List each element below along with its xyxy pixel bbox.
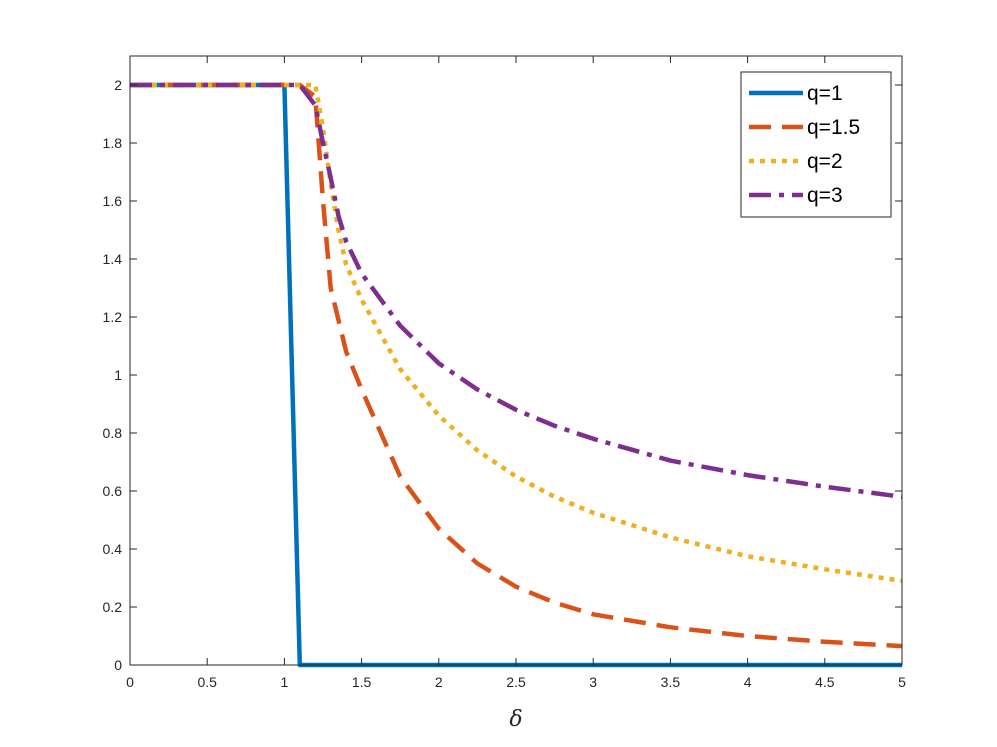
- x-tick-label: 4: [744, 674, 752, 690]
- y-tick-label: 1.6: [103, 193, 123, 209]
- x-tick-label: 5: [898, 674, 906, 690]
- series-line-4: [130, 82, 903, 500]
- y-tick-label: 0.6: [103, 483, 123, 499]
- y-tick-label: 0.4: [103, 541, 123, 557]
- ticks-layer: 0 0.5 1 1.5 2 2.5 3 3.5 4 4.5 5 0 0.2 0.4 0.6 0.8 1 1.2 1.…: [103, 56, 906, 690]
- legend-label-3: q=2: [807, 150, 843, 173]
- x-tick-label: 1.5: [352, 674, 372, 690]
- x-tick-label: 2: [435, 674, 443, 690]
- x-tick-label: 4.5: [815, 674, 835, 690]
- series-line-3: [130, 82, 903, 584]
- legend-label-4: q=3: [807, 184, 843, 207]
- x-tick-label: 0: [126, 674, 134, 690]
- y-tick-label: 1: [114, 367, 122, 383]
- y-tick-label: 0.8: [103, 425, 123, 441]
- y-tick-label: 0.2: [103, 599, 123, 615]
- y-tick-label: 1.8: [103, 135, 123, 151]
- legend-label-2: q=1.5: [807, 116, 860, 139]
- y-tick-label: 1.2: [103, 309, 123, 325]
- legend-label-1: q=1: [807, 82, 843, 105]
- y-tick-label: 1.4: [103, 251, 123, 267]
- series-line-2: [130, 82, 903, 649]
- x-tick-label: 3: [589, 674, 597, 690]
- y-tick-label: 2: [114, 77, 122, 93]
- x-axis-label: δ: [509, 707, 522, 732]
- x-tick-label: 1: [281, 674, 289, 690]
- x-tick-label: 3.5: [661, 674, 681, 690]
- x-tick-label: 2.5: [506, 674, 526, 690]
- legend: q=1 q=1.5 q=2 q=3: [740, 71, 892, 218]
- y-tick-label: 0: [114, 657, 122, 673]
- x-tick-label: 0.5: [197, 674, 217, 690]
